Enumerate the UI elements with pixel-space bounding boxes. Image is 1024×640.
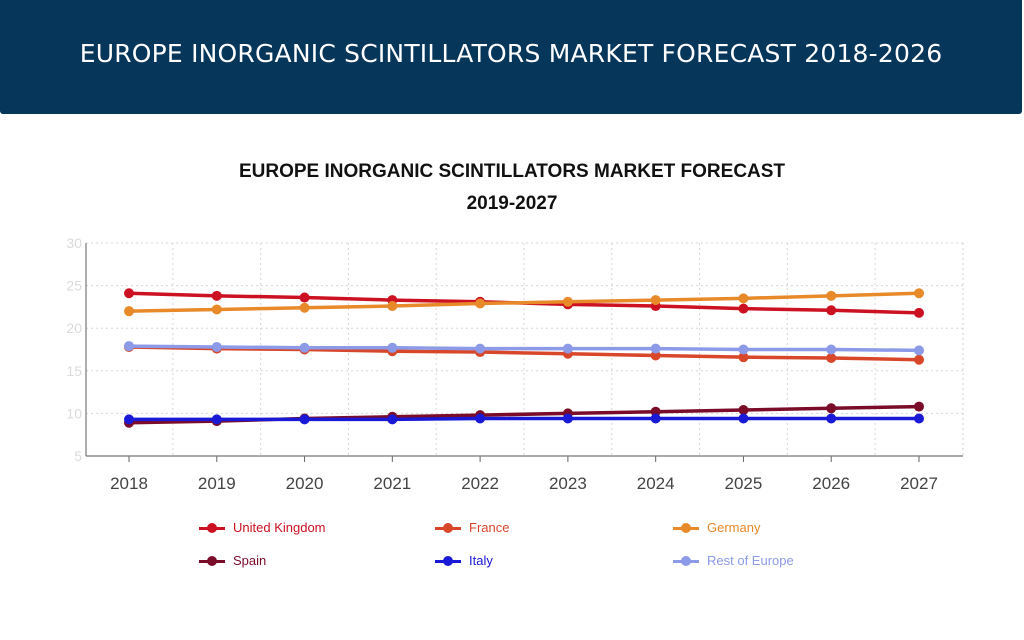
data-point <box>211 290 222 301</box>
legend-item[interactable]: France <box>435 520 509 535</box>
y-tick-label: 10 <box>66 405 82 421</box>
data-point <box>650 343 661 354</box>
legend-label: Italy <box>469 553 493 568</box>
data-point <box>299 292 310 303</box>
data-point <box>475 343 486 354</box>
series-lines <box>124 288 924 428</box>
x-tick-label: 2025 <box>725 474 763 493</box>
x-tick-label: 2018 <box>110 474 148 493</box>
x-tick-label: 2026 <box>812 474 850 493</box>
data-point <box>387 342 398 353</box>
data-point <box>826 344 837 355</box>
legend-label: Germany <box>707 520 761 535</box>
data-point <box>826 305 837 316</box>
data-point <box>211 414 222 425</box>
data-point <box>562 296 573 307</box>
data-point <box>914 307 924 318</box>
y-tick-label: 15 <box>66 363 82 379</box>
series-line <box>128 344 920 353</box>
x-tick-label: 2022 <box>461 474 499 493</box>
x-tick-label: 2019 <box>198 474 236 493</box>
y-tick-label: 30 <box>66 235 82 251</box>
data-point <box>826 290 837 301</box>
data-point <box>562 343 573 354</box>
page-title: EUROPE INORGANIC SCINTILLATORS MARKET FO… <box>79 38 943 68</box>
legend-swatch-icon <box>673 555 699 567</box>
legend-swatch-icon <box>673 522 699 534</box>
page-header: EUROPE INORGANIC SCINTILLATORS MARKET FO… <box>0 0 1022 114</box>
x-tick-label: 2023 <box>549 474 587 493</box>
series-line <box>128 291 920 313</box>
data-point <box>124 306 134 317</box>
data-point <box>826 353 837 364</box>
data-point <box>650 295 661 306</box>
legend-swatch-icon <box>199 555 225 567</box>
legend-label: Rest of Europe <box>707 553 794 568</box>
data-point <box>738 404 749 415</box>
x-tick-label: 2021 <box>373 474 411 493</box>
data-point <box>914 354 924 365</box>
data-point <box>738 303 749 314</box>
legend-swatch-icon <box>435 555 461 567</box>
data-point <box>299 302 310 313</box>
data-point <box>475 298 486 309</box>
chart-title-line-1: EUROPE INORGANIC SCINTILLATORS MARKET FO… <box>238 161 786 182</box>
data-point <box>738 413 749 424</box>
data-point <box>914 413 924 424</box>
legend-item[interactable]: Spain <box>199 553 266 568</box>
data-point <box>826 403 837 414</box>
data-point <box>914 401 924 412</box>
x-tick-label: 2027 <box>900 474 938 493</box>
data-point <box>211 341 222 352</box>
legend-label: United Kingdom <box>233 520 326 535</box>
data-point <box>124 288 134 299</box>
legend-label: France <box>469 520 510 535</box>
legend-label: Spain <box>233 553 267 568</box>
data-point <box>124 414 134 425</box>
data-point <box>738 293 749 304</box>
data-point <box>387 301 398 312</box>
data-point <box>650 413 661 424</box>
data-point <box>299 342 310 353</box>
y-tick-label: 5 <box>74 448 82 464</box>
data-point <box>738 352 749 363</box>
data-point <box>914 288 924 299</box>
data-point <box>124 341 134 352</box>
data-point <box>738 344 749 355</box>
data-point <box>826 413 837 424</box>
x-tick-label: 2024 <box>637 474 675 493</box>
data-point <box>299 414 310 425</box>
legend-item[interactable]: Rest of Europe <box>673 553 794 568</box>
chart-title-line-2: 2019-2027 <box>466 193 558 214</box>
series-rest-of-europe <box>124 341 924 356</box>
data-point <box>562 413 573 424</box>
legend-swatch-icon <box>435 522 461 534</box>
legend-swatch-icon <box>199 522 225 534</box>
series-line <box>129 416 919 422</box>
data-point <box>387 414 398 425</box>
y-tick-label: 20 <box>66 320 82 336</box>
legend-item[interactable]: Germany <box>673 520 760 535</box>
x-tick-label: 2020 <box>286 474 324 493</box>
series-italy <box>124 413 924 425</box>
legend-item[interactable]: Italy <box>435 553 493 568</box>
data-point <box>211 304 222 315</box>
data-point <box>475 413 486 424</box>
y-tick-label: 25 <box>66 278 82 294</box>
data-point <box>914 345 924 356</box>
series-france <box>124 341 924 365</box>
legend-item[interactable]: United Kingdom <box>199 520 326 535</box>
series-germany <box>124 288 924 317</box>
